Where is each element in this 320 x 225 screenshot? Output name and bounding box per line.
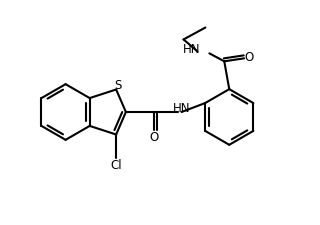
Text: S: S	[115, 79, 122, 92]
Text: HN: HN	[183, 43, 200, 56]
Text: HN: HN	[173, 101, 190, 114]
Text: O: O	[244, 51, 254, 63]
Text: Cl: Cl	[110, 158, 122, 171]
Text: O: O	[149, 131, 158, 144]
